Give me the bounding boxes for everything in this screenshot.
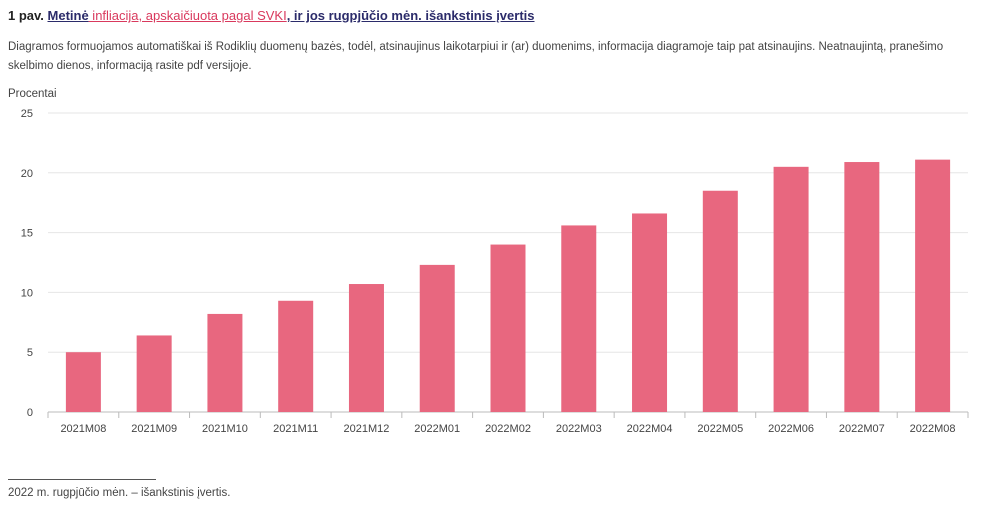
y-tick-label: 15 (21, 228, 33, 240)
y-tick-label: 20 (21, 168, 33, 180)
chart-description: Diagramos formuojamos automatiškai iš Ro… (8, 41, 944, 72)
bar-2022M04 (632, 213, 668, 412)
y-tick-label: 25 (21, 108, 33, 120)
x-tick-label: 2022M06 (768, 423, 814, 435)
title-link-metine[interactable]: Metinė (47, 8, 89, 23)
x-tick-label: 2022M02 (485, 423, 531, 435)
x-tick-label: 2022M03 (556, 423, 602, 435)
figure-number: 1 pav. (8, 8, 44, 23)
bar-2022M01 (419, 264, 455, 412)
bar-2022M06 (773, 166, 809, 412)
footnote-divider (8, 479, 156, 480)
bar-2021M11 (278, 300, 314, 412)
x-tick-label: 2022M01 (414, 423, 460, 435)
bar-2022M07 (844, 162, 880, 412)
x-tick-label: 2021M09 (131, 423, 177, 435)
title-link-svki[interactable]: infliacija, apskaičiuota pagal SVKI (88, 8, 287, 23)
bar-2022M02 (490, 244, 526, 412)
y-tick-label: 10 (21, 287, 33, 299)
x-tick-label: 2021M08 (60, 423, 106, 435)
x-tick-label: 2021M12 (344, 423, 390, 435)
x-tick-label: 2022M08 (910, 423, 956, 435)
bar-2022M05 (702, 190, 738, 412)
y-axis-label: Procentai (8, 88, 57, 100)
x-tick-label: 2021M11 (273, 423, 318, 435)
bar-2021M10 (207, 313, 243, 412)
y-tick-label: 0 (27, 407, 33, 419)
bar-2022M03 (561, 225, 597, 412)
footnote: 2022 m. rugpjūčio mėn. – išankstinis įve… (8, 487, 231, 499)
bar-2021M12 (348, 284, 384, 412)
x-tick-label: 2022M04 (627, 423, 673, 435)
bar-chart: 0 5 10 15 20 25 2021M08 2021M09 2021M10 2021M11 20… (21, 108, 969, 435)
bar-2021M09 (136, 335, 172, 412)
title-link-estimate[interactable]: , ir jos rugpjūčio mėn. išankstinis įver… (286, 8, 535, 23)
y-tick-label: 5 (27, 347, 33, 359)
bar-2022M08 (915, 159, 951, 412)
x-tick-label: 2022M07 (839, 423, 885, 435)
x-tick-label: 2021M10 (202, 423, 248, 435)
x-tick-label: 2022M05 (697, 423, 743, 435)
bar-2021M08 (65, 352, 101, 412)
chart-title: 1 pav. Metinė infliacija, apskaičiuota p… (8, 8, 535, 23)
